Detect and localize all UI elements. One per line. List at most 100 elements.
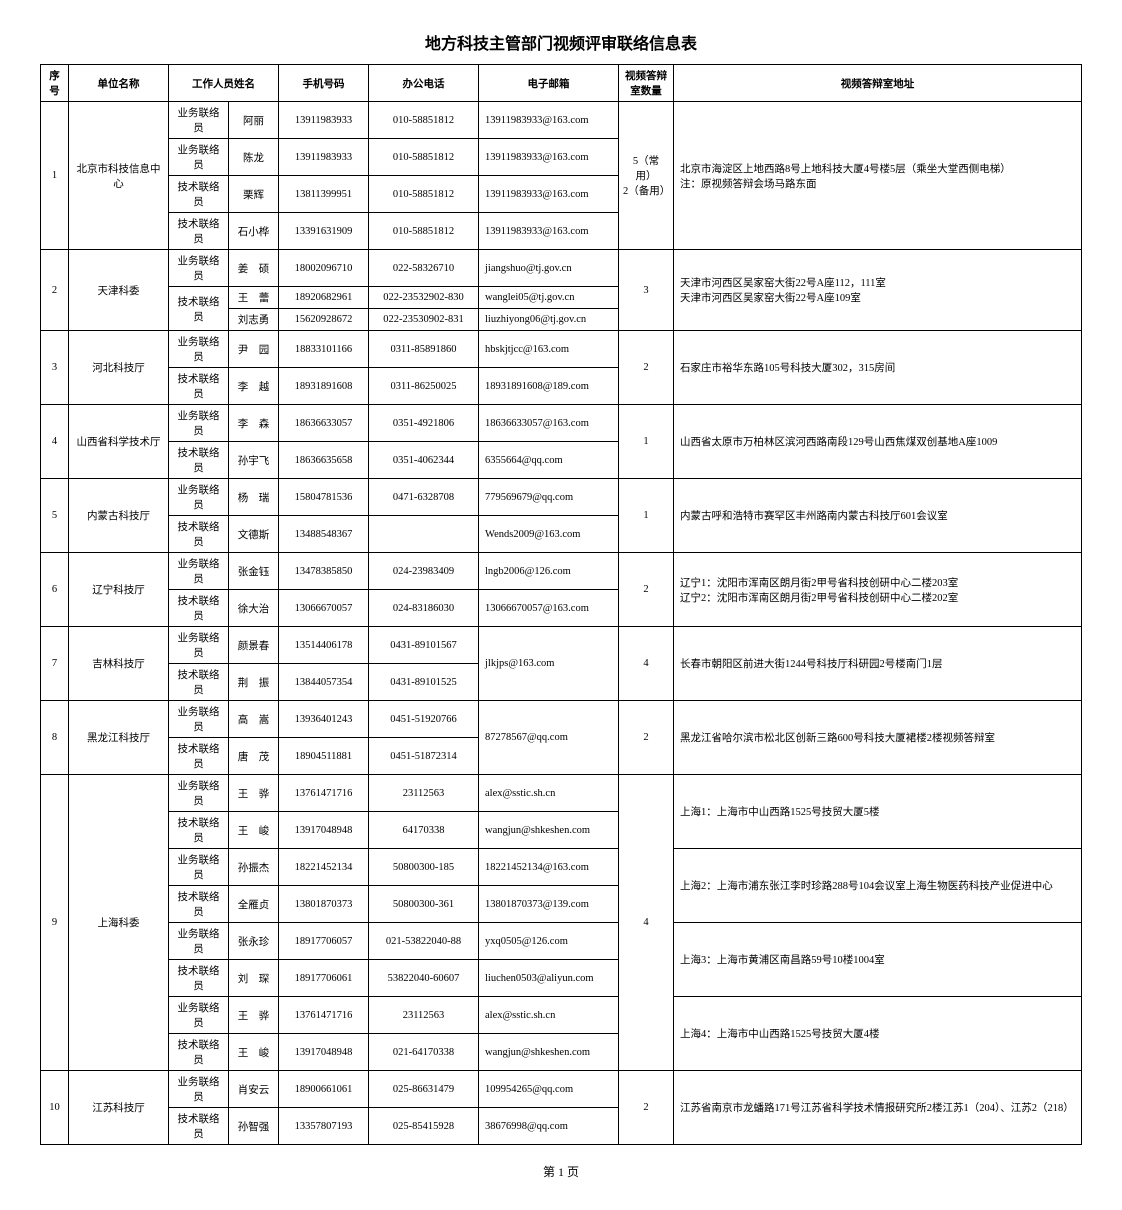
cell-name: 高 嵩 (229, 701, 279, 738)
table-row: 业务联络员王 骅1376147171623112563alex@sstic.sh… (41, 997, 1082, 1034)
cell-mobile: 18931891608 (279, 368, 369, 405)
cell-mobile: 15804781536 (279, 479, 369, 516)
cell-mobile: 13761471716 (279, 775, 369, 812)
cell-name: 栗辉 (229, 176, 279, 213)
cell-name: 王 骅 (229, 997, 279, 1034)
cell-mobile: 18221452134 (279, 849, 369, 886)
cell-name: 孙智强 (229, 1108, 279, 1145)
cell-phone: 64170338 (369, 812, 479, 849)
table-header-row: 序号 单位名称 工作人员姓名 手机号码 办公电话 电子邮箱 视频答辩室数量 视频… (41, 65, 1082, 102)
cell-role: 业务联络员 (169, 479, 229, 516)
page-title: 地方科技主管部门视频评审联络信息表 (40, 30, 1082, 54)
cell-phone: 025-85415928 (369, 1108, 479, 1145)
cell-phone: 025-86631479 (369, 1071, 479, 1108)
cell-role: 技术联络员 (169, 960, 229, 997)
cell-addr: 上海4：上海市中山西路1525号技贸大厦4楼 (674, 997, 1082, 1071)
cell-email: 779569679@qq.com (479, 479, 619, 516)
cell-name: 颜景春 (229, 627, 279, 664)
cell-unit: 黑龙江科技厅 (69, 701, 169, 775)
cell-email: liuzhiyong06@tj.gov.cn (479, 309, 619, 331)
table-row: 3河北科技厅业务联络员尹 园188331011660311-85891860hb… (41, 331, 1082, 368)
cell-phone: 010-58851812 (369, 213, 479, 250)
col-email: 电子邮箱 (479, 65, 619, 102)
cell-unit: 辽宁科技厅 (69, 553, 169, 627)
cell-mobile: 15620928672 (279, 309, 369, 331)
cell-role: 业务联络员 (169, 102, 229, 139)
col-staff: 工作人员姓名 (169, 65, 279, 102)
cell-role: 业务联络员 (169, 405, 229, 442)
cell-addr: 石家庄市裕华东路105号科技大厦302，315房间 (674, 331, 1082, 405)
cell-addr: 江苏省南京市龙蟠路171号江苏省科学技术情报研究所2楼江苏1（204）、江苏2（… (674, 1071, 1082, 1145)
cell-email: 18931891608@189.com (479, 368, 619, 405)
table-row: 7吉林科技厅业务联络员颜景春135144061780431-89101567jl… (41, 627, 1082, 664)
cell-email: lngb2006@126.com (479, 553, 619, 590)
cell-role: 技术联络员 (169, 176, 229, 213)
cell-phone: 0311-86250025 (369, 368, 479, 405)
cell-phone: 010-58851812 (369, 102, 479, 139)
cell-mobile: 13911983933 (279, 102, 369, 139)
cell-name: 王 骅 (229, 775, 279, 812)
cell-name: 姜 硕 (229, 250, 279, 287)
cell-phone: 021-53822040-88 (369, 923, 479, 960)
cell-seq: 9 (41, 775, 69, 1071)
col-seq: 序号 (41, 65, 69, 102)
cell-addr: 上海3：上海市黄浦区南昌路59号10楼1004室 (674, 923, 1082, 997)
cell-email: alex@sstic.sh.cn (479, 997, 619, 1034)
cell-name: 徐大治 (229, 590, 279, 627)
cell-mobile: 13811399951 (279, 176, 369, 213)
cell-name: 全雁贞 (229, 886, 279, 923)
table-row: 5内蒙古科技厅业务联络员杨 瑞158047815360471-632870877… (41, 479, 1082, 516)
cell-role: 技术联络员 (169, 812, 229, 849)
cell-mobile: 18920682961 (279, 287, 369, 309)
cell-role: 技术联络员 (169, 590, 229, 627)
cell-mobile: 13936401243 (279, 701, 369, 738)
cell-qty: 2 (619, 331, 674, 405)
cell-phone: 23112563 (369, 775, 479, 812)
cell-qty: 2 (619, 701, 674, 775)
cell-mobile: 18900661061 (279, 1071, 369, 1108)
cell-name: 文德斯 (229, 516, 279, 553)
cell-phone: 010-58851812 (369, 176, 479, 213)
cell-role: 技术联络员 (169, 1108, 229, 1145)
cell-addr: 黑龙江省哈尔滨市松北区创新三路600号科技大厦裙楼2楼视频答辩室 (674, 701, 1082, 775)
cell-mobile: 18636635658 (279, 442, 369, 479)
cell-qty: 2 (619, 553, 674, 627)
table-row: 8黑龙江科技厅业务联络员高 嵩139364012430451-519207668… (41, 701, 1082, 738)
cell-role: 技术联络员 (169, 442, 229, 479)
cell-role: 业务联络员 (169, 331, 229, 368)
cell-addr: 上海1：上海市中山西路1525号技贸大厦5楼 (674, 775, 1082, 849)
cell-email: 13911983933@163.com (479, 139, 619, 176)
cell-role: 业务联络员 (169, 701, 229, 738)
cell-role: 业务联络员 (169, 139, 229, 176)
cell-mobile: 18917706061 (279, 960, 369, 997)
cell-name: 阿丽 (229, 102, 279, 139)
cell-email: 13066670057@163.com (479, 590, 619, 627)
cell-phone (369, 516, 479, 553)
cell-mobile: 13066670057 (279, 590, 369, 627)
cell-role: 业务联络员 (169, 553, 229, 590)
cell-role: 技术联络员 (169, 213, 229, 250)
cell-email: 13911983933@163.com (479, 176, 619, 213)
cell-name: 陈龙 (229, 139, 279, 176)
col-mobile: 手机号码 (279, 65, 369, 102)
cell-name: 孙振杰 (229, 849, 279, 886)
cell-role: 业务联络员 (169, 627, 229, 664)
cell-unit: 北京市科技信息中心 (69, 102, 169, 250)
cell-email: 87278567@qq.com (479, 701, 619, 775)
cell-name: 王 蕾 (229, 287, 279, 309)
col-phone: 办公电话 (369, 65, 479, 102)
cell-qty: 3 (619, 250, 674, 331)
cell-addr: 长春市朝阳区前进大街1244号科技厅科研园2号楼南门1层 (674, 627, 1082, 701)
cell-phone: 024-23983409 (369, 553, 479, 590)
cell-email: 38676998@qq.com (479, 1108, 619, 1145)
cell-email: 18636633057@163.com (479, 405, 619, 442)
cell-phone: 0351-4921806 (369, 405, 479, 442)
cell-role: 业务联络员 (169, 250, 229, 287)
cell-qty: 2 (619, 1071, 674, 1145)
cell-email: Wends2009@163.com (479, 516, 619, 553)
cell-seq: 7 (41, 627, 69, 701)
cell-mobile: 18904511881 (279, 738, 369, 775)
cell-phone: 50800300-361 (369, 886, 479, 923)
cell-email: wangjun@shkeshen.com (479, 1034, 619, 1071)
cell-email: yxq0505@126.com (479, 923, 619, 960)
